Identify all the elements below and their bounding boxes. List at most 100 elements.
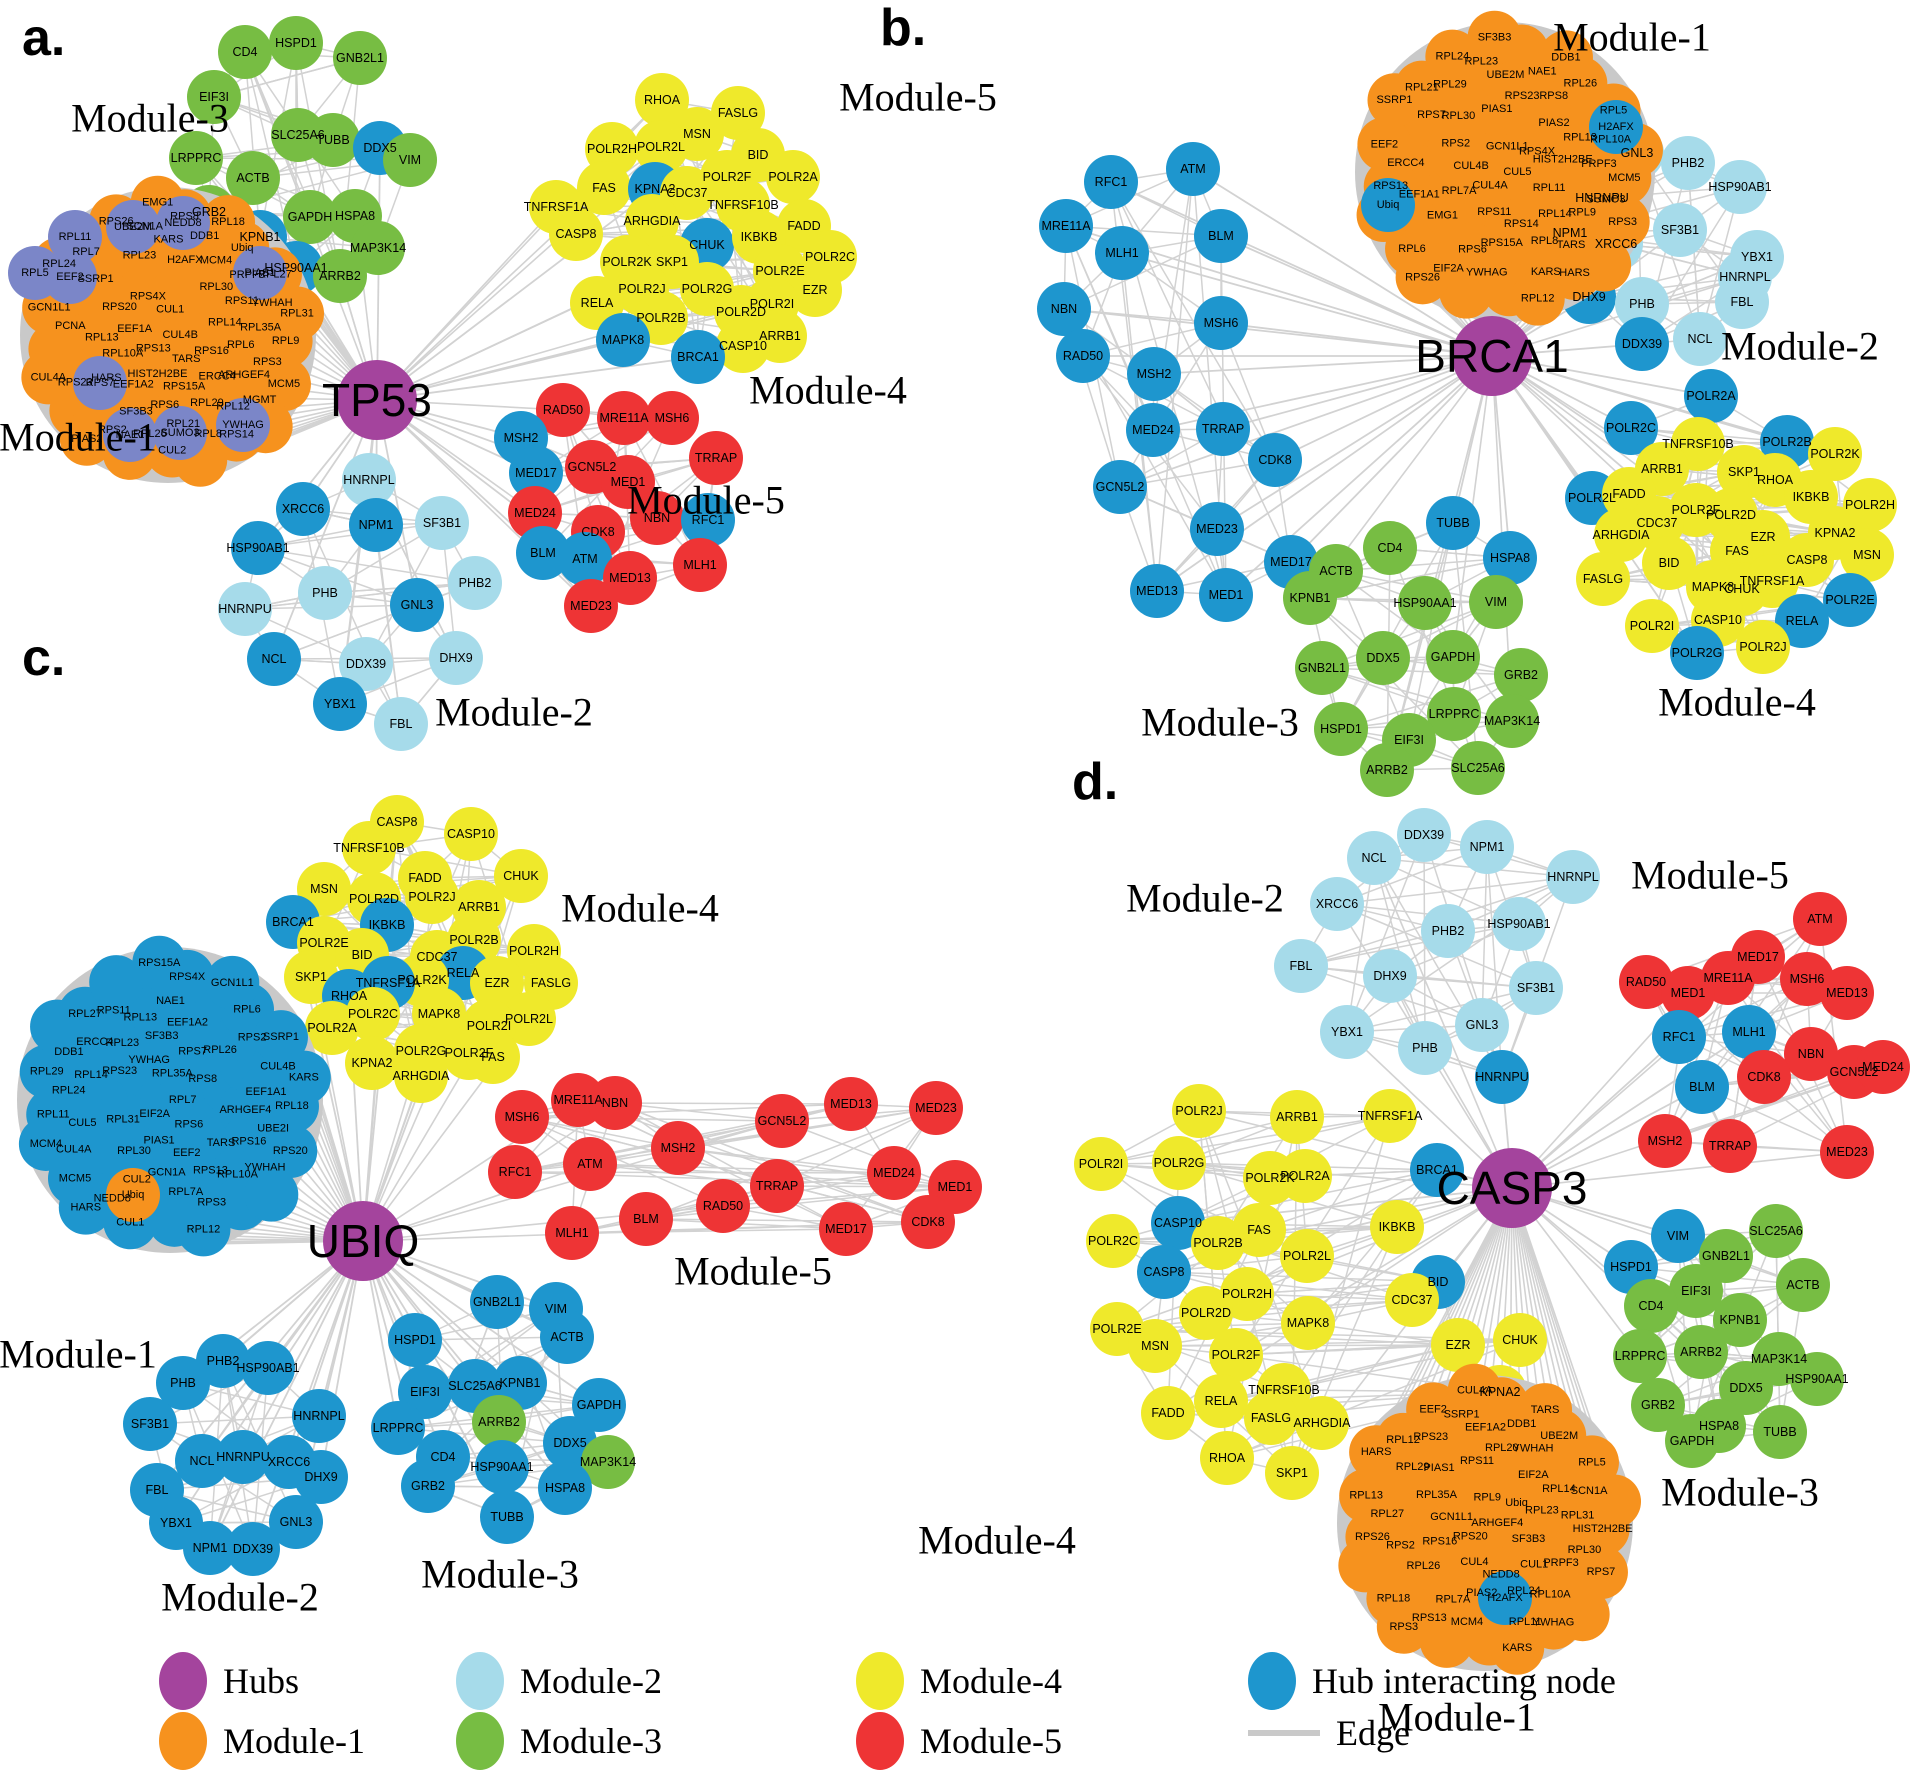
node-MAP3K14[interactable] — [1485, 694, 1539, 748]
node-RFC1[interactable] — [1652, 1010, 1706, 1064]
node-NBN[interactable] — [1784, 1027, 1838, 1081]
node-VIM[interactable] — [383, 133, 437, 187]
node-FADD[interactable] — [1141, 1386, 1195, 1440]
node-MED13[interactable] — [824, 1077, 878, 1131]
node-MED23[interactable] — [1820, 1125, 1874, 1179]
node-MLH1[interactable] — [673, 538, 727, 592]
node-POLR2L[interactable] — [1280, 1229, 1334, 1283]
node-H2AFX[interactable] — [1478, 1571, 1532, 1625]
node-POLR2B[interactable] — [1191, 1216, 1245, 1270]
node-module-1[interactable] — [1419, 1613, 1474, 1668]
node-BID[interactable] — [1642, 536, 1696, 590]
node-RFC1[interactable] — [488, 1145, 542, 1199]
node-GNB2L1[interactable] — [470, 1275, 524, 1329]
node-ARRB2[interactable] — [472, 1395, 526, 1449]
node-POLR2K[interactable] — [1808, 427, 1862, 481]
node-ARHGDIA[interactable] — [1295, 1396, 1349, 1450]
node-ACTB[interactable] — [226, 151, 280, 205]
node-module-1[interactable] — [89, 955, 144, 1010]
node-POLR2A[interactable] — [1278, 1149, 1332, 1203]
node-MED24[interactable] — [1126, 403, 1180, 457]
node-FBL[interactable] — [374, 697, 428, 751]
node-UBE2M[interactable] — [106, 200, 160, 254]
node-POLR2H[interactable] — [1220, 1267, 1274, 1321]
hub-node-UBIQ[interactable] — [323, 1201, 403, 1281]
node-MSH2[interactable] — [1127, 347, 1181, 401]
node-module-1[interactable] — [30, 999, 85, 1054]
node-FAS[interactable] — [466, 1030, 520, 1084]
node-CDK8[interactable] — [1737, 1050, 1791, 1104]
node-POLR2C[interactable] — [1604, 401, 1658, 455]
node-module-1[interactable] — [132, 935, 187, 990]
node-HSP90AA1[interactable] — [475, 1440, 529, 1494]
node-DDX39[interactable] — [1615, 317, 1669, 371]
node-TUBB[interactable] — [306, 113, 360, 167]
node-module-1[interactable] — [58, 1180, 113, 1235]
node-GRB2[interactable] — [401, 1459, 455, 1513]
node-MED24[interactable] — [867, 1146, 921, 1200]
node-POLR2G[interactable] — [1670, 626, 1724, 680]
node-NPM1[interactable] — [183, 1521, 237, 1575]
node-FBL[interactable] — [1274, 939, 1328, 993]
node-RPL11[interactable] — [48, 210, 102, 264]
node-RAD50[interactable] — [696, 1179, 750, 1233]
node-POLR2G[interactable] — [1152, 1136, 1206, 1190]
node-ATM[interactable] — [558, 532, 612, 586]
node-GNB2L1[interactable] — [1699, 1229, 1753, 1283]
node-MSH2[interactable] — [651, 1121, 705, 1175]
node-module-1[interactable] — [201, 195, 256, 250]
node-ARRB1[interactable] — [1270, 1090, 1324, 1144]
node-CD4[interactable] — [218, 25, 272, 79]
node-SF3B1[interactable] — [415, 496, 469, 550]
node-module-1[interactable] — [270, 286, 325, 341]
node-NBN[interactable] — [630, 491, 684, 545]
node-module-1[interactable] — [256, 357, 311, 412]
node-SUMO3[interactable] — [153, 406, 207, 460]
node-PHB2[interactable] — [448, 556, 502, 610]
node-MAPK8[interactable] — [1281, 1296, 1335, 1350]
node-MED1[interactable] — [1199, 568, 1253, 622]
node-RFC1[interactable] — [681, 493, 735, 547]
node-MSN[interactable] — [1840, 528, 1894, 582]
node-LRPPRC[interactable] — [169, 131, 223, 185]
node-DHX9[interactable] — [294, 1450, 348, 1504]
node-BLM[interactable] — [1675, 1060, 1729, 1114]
node-GAPDH[interactable] — [1426, 630, 1480, 684]
node-TRRAP[interactable] — [689, 431, 743, 485]
node-module-1[interactable] — [1490, 1620, 1545, 1675]
node-GCN5L2[interactable] — [1093, 460, 1147, 514]
node-HNRNPL[interactable] — [292, 1389, 346, 1443]
node-MAP3K14[interactable] — [581, 1435, 635, 1489]
node-MSH6[interactable] — [1194, 296, 1248, 350]
node-module-1[interactable] — [253, 1010, 308, 1065]
node-RAD50[interactable] — [536, 383, 590, 437]
node-HSP90AA1[interactable] — [1398, 576, 1452, 630]
node-ARHGDIA[interactable] — [625, 194, 679, 248]
node-YWHAG[interactable] — [216, 398, 270, 452]
node-ATM[interactable] — [1166, 142, 1220, 196]
node-GRB2[interactable] — [1494, 648, 1548, 702]
node-NEDD8[interactable] — [156, 196, 210, 250]
node-module-1[interactable] — [244, 1167, 299, 1222]
node-CASP10[interactable] — [444, 807, 498, 861]
node-HSPD1[interactable] — [1314, 702, 1368, 756]
node-GAPDH[interactable] — [572, 1378, 626, 1432]
node-KPNB1[interactable] — [1283, 571, 1337, 625]
node-ARHGDIA[interactable] — [1594, 508, 1648, 562]
node-HSP90AB1[interactable] — [241, 1341, 295, 1395]
node-ATM[interactable] — [563, 1137, 617, 1191]
node-module-1[interactable] — [276, 1050, 331, 1105]
node-RPS7[interactable] — [73, 356, 127, 410]
node-POLR2J[interactable] — [1172, 1084, 1226, 1138]
node-ARRB2[interactable] — [313, 249, 367, 303]
node-SF3B1[interactable] — [123, 1397, 177, 1451]
node-MSN[interactable] — [1128, 1319, 1182, 1373]
node-HNRNPU[interactable] — [218, 582, 272, 636]
node-module-1[interactable] — [205, 955, 260, 1010]
node-XRCC6[interactable] — [1310, 877, 1364, 931]
node-MED1[interactable] — [1661, 966, 1715, 1020]
node-CD4[interactable] — [1363, 521, 1417, 575]
node-KPNB1[interactable] — [1713, 1293, 1767, 1347]
node-module-1[interactable] — [1573, 1545, 1628, 1600]
node-FAS[interactable] — [1232, 1203, 1286, 1257]
